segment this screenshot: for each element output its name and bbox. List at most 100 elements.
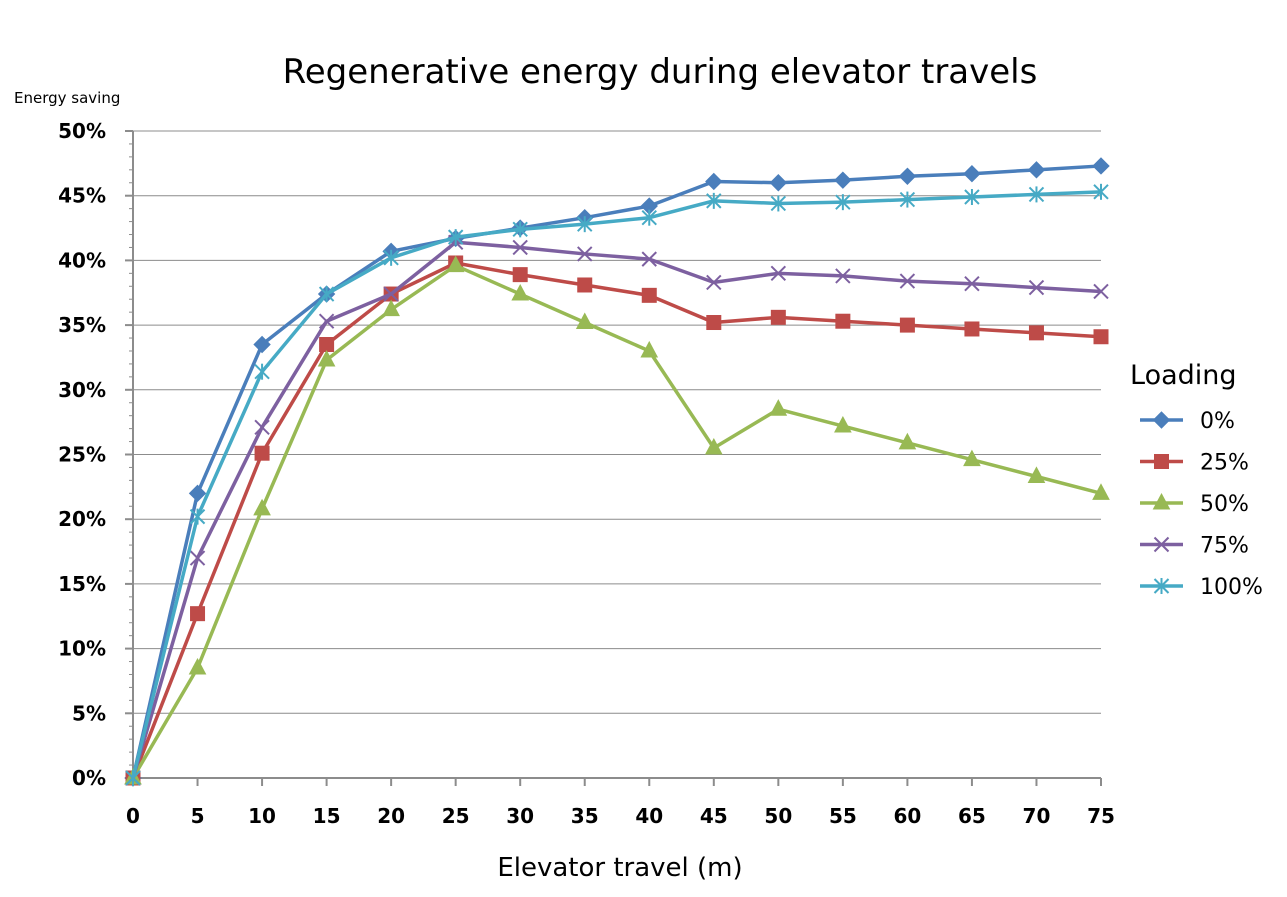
marker-square xyxy=(1154,454,1169,469)
series-line xyxy=(131,190,1102,779)
data-point xyxy=(769,399,788,416)
data-point xyxy=(1092,483,1110,500)
x-tick-label: 50 xyxy=(764,804,792,828)
series-line xyxy=(131,240,1102,779)
data-point xyxy=(382,299,400,317)
data-point xyxy=(577,246,593,262)
data-point xyxy=(188,657,207,675)
x-tick-label: 45 xyxy=(700,804,728,828)
x-tick-label: 25 xyxy=(442,804,470,828)
x-tick-label: 5 xyxy=(191,804,205,828)
data-point xyxy=(898,432,917,450)
gridlines xyxy=(133,130,1101,714)
marker-star xyxy=(1153,578,1170,594)
data-point xyxy=(188,484,207,503)
data-point xyxy=(512,239,528,256)
legend-label: 75% xyxy=(1200,534,1249,559)
data-point xyxy=(706,315,722,331)
y-tick-label: 5% xyxy=(72,701,106,725)
data-point xyxy=(253,498,271,516)
y-tick-label: 10% xyxy=(58,637,106,661)
y-tick-label: 40% xyxy=(58,248,106,272)
x-tick-label: 55 xyxy=(829,804,857,828)
data-point xyxy=(835,194,851,211)
data-point xyxy=(317,349,336,367)
x-tick-label: 20 xyxy=(377,804,405,828)
data-point xyxy=(835,313,851,329)
y-tick-label: 50% xyxy=(58,119,106,143)
data-point xyxy=(770,309,786,325)
y-tick-label: 45% xyxy=(58,184,106,208)
data-point xyxy=(1027,466,1046,483)
data-point xyxy=(899,191,916,208)
data-point xyxy=(834,171,852,189)
marker-diamond xyxy=(1152,411,1171,429)
x-tick-label: 65 xyxy=(958,804,986,828)
data-point xyxy=(1028,279,1045,296)
data-point xyxy=(899,317,915,333)
series-100pct xyxy=(125,183,1109,786)
x-tick-label: 60 xyxy=(893,804,921,828)
series-line xyxy=(131,261,1102,779)
legend-label: 0% xyxy=(1200,409,1235,434)
legend-title: Loading xyxy=(1130,360,1237,391)
x-axis-label: Elevator travel (m) xyxy=(497,853,742,883)
axes xyxy=(125,130,1102,786)
data-point xyxy=(446,255,465,273)
data-point xyxy=(383,286,399,302)
data-point xyxy=(577,277,593,293)
y-tick-label: 0% xyxy=(72,766,106,790)
y-tick-label: 25% xyxy=(58,443,106,467)
y-tick-label: 20% xyxy=(58,507,106,531)
data-point xyxy=(512,221,528,238)
x-tick-label: 15 xyxy=(313,804,341,828)
data-point xyxy=(383,249,399,266)
data-point xyxy=(704,437,723,455)
x-tick-label: 75 xyxy=(1087,804,1115,828)
data-point xyxy=(1093,183,1109,200)
data-point xyxy=(1093,283,1109,300)
data-point xyxy=(1092,157,1110,175)
data-point xyxy=(964,275,980,292)
data-point xyxy=(641,251,657,267)
data-point xyxy=(641,209,657,226)
data-point xyxy=(189,550,206,566)
legend-label: 100% xyxy=(1200,575,1263,600)
data-point xyxy=(899,273,916,289)
data-point xyxy=(963,164,981,183)
series-75pct xyxy=(125,234,1109,786)
y-tick-label: 30% xyxy=(58,378,106,402)
data-point xyxy=(575,312,594,330)
legend-item: 25% xyxy=(1140,451,1249,476)
marker-x xyxy=(1153,536,1170,553)
data-point xyxy=(1027,161,1046,179)
data-point xyxy=(254,419,270,436)
y-axis-label: Energy saving xyxy=(14,89,120,107)
legend-item: 0% xyxy=(1140,409,1235,434)
legend-item: 100% xyxy=(1140,575,1263,600)
data-point xyxy=(511,283,530,301)
y-tick-label: 15% xyxy=(58,572,106,596)
data-point xyxy=(834,415,852,433)
data-point xyxy=(706,192,722,209)
x-tick-label: 70 xyxy=(1023,804,1051,828)
series-line xyxy=(131,164,1102,779)
data-point xyxy=(964,321,980,337)
data-point xyxy=(770,195,787,212)
x-tick-label: 35 xyxy=(571,804,599,828)
series-line xyxy=(131,263,1102,779)
data-point xyxy=(1028,325,1044,341)
data-point xyxy=(1093,329,1109,345)
data-point xyxy=(447,229,464,246)
data-point xyxy=(318,286,335,303)
data-point xyxy=(254,445,270,461)
data-point xyxy=(253,335,271,354)
x-tick-label: 30 xyxy=(506,804,534,828)
series-0pct xyxy=(124,157,1110,787)
series-50pct xyxy=(124,255,1110,785)
data-point xyxy=(512,267,528,283)
legend-item: 50% xyxy=(1140,492,1249,517)
data-point xyxy=(641,287,657,303)
y-tick-label: 35% xyxy=(58,313,106,337)
